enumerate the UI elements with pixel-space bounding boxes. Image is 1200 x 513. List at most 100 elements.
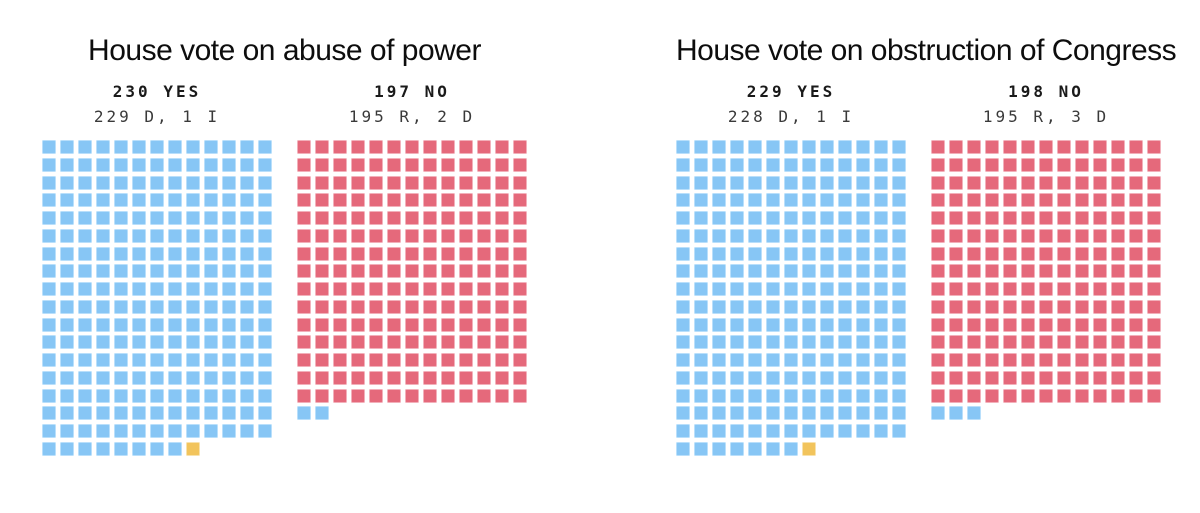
vote-square-democrat — [820, 299, 834, 314]
vote-square-democrat — [784, 175, 798, 190]
vote-square-democrat — [240, 299, 254, 314]
vote-square-democrat — [802, 370, 816, 385]
vote-square-democrat — [694, 406, 708, 421]
vote-square-democrat — [802, 353, 816, 367]
vote-square-republican — [297, 388, 311, 403]
vote-square-republican — [967, 388, 981, 403]
vote-square-democrat — [784, 246, 798, 261]
vote-square-democrat — [114, 388, 128, 403]
vote-square-democrat — [784, 228, 798, 243]
vote-square-republican — [387, 282, 401, 296]
vote-square-republican — [1129, 317, 1143, 332]
vote-square-democrat — [892, 193, 906, 208]
vote-square-democrat — [114, 193, 128, 208]
vote-square-democrat — [204, 157, 218, 172]
vote-square-democrat — [60, 157, 74, 172]
vote-square-democrat — [802, 282, 816, 296]
vote-groups: 229 YES 228 D, 1 I 198 NO 195 R, 3 D — [676, 84, 1161, 456]
vote-square-democrat — [766, 282, 780, 296]
vote-square-democrat — [676, 157, 690, 172]
vote-square-republican — [333, 157, 347, 172]
vote-square-republican — [387, 388, 401, 403]
vote-square-democrat — [838, 370, 852, 385]
vote-square-republican — [1021, 193, 1035, 208]
vote-square-republican — [315, 282, 329, 296]
vote-square-democrat — [240, 353, 254, 367]
vote-square-republican — [459, 157, 473, 172]
vote-square-democrat — [802, 388, 816, 403]
chart-title: House vote on abuse of power — [88, 34, 481, 67]
vote-square-democrat — [60, 299, 74, 314]
vote-square-democrat — [222, 175, 236, 190]
vote-square-republican — [1003, 157, 1017, 172]
vote-square-democrat — [856, 140, 870, 154]
vote-square-republican — [1147, 157, 1161, 172]
vote-square-republican — [931, 140, 945, 154]
yes-party-breakdown-label: 229 D, 1 I — [93, 107, 221, 126]
vote-square-republican — [459, 388, 473, 403]
vote-square-republican — [405, 370, 419, 385]
vote-square-republican — [297, 282, 311, 296]
vote-square-democrat — [42, 246, 56, 261]
vote-square-republican — [387, 317, 401, 332]
vote-square-republican — [423, 370, 437, 385]
vote-square-democrat — [96, 193, 110, 208]
vote-square-democrat — [676, 335, 690, 350]
vote-square-republican — [315, 175, 329, 190]
vote-square-democrat — [676, 140, 690, 154]
vote-square-democrat — [712, 157, 726, 172]
vote-square-democrat — [838, 140, 852, 154]
vote-square-republican — [1093, 175, 1107, 190]
vote-square-democrat — [802, 157, 816, 172]
vote-square-democrat — [258, 193, 272, 208]
vote-square-democrat — [676, 282, 690, 296]
vote-square-republican — [405, 317, 419, 332]
vote-square-republican — [297, 335, 311, 350]
vote-square-democrat — [204, 406, 218, 421]
vote-square-democrat — [748, 406, 762, 421]
vote-square-democrat — [114, 335, 128, 350]
vote-square-republican — [351, 317, 365, 332]
vote-square-republican — [1003, 282, 1017, 296]
vote-square-republican — [333, 282, 347, 296]
vote-square-democrat — [730, 299, 744, 314]
vote-square-republican — [477, 175, 491, 190]
vote-square-republican — [1003, 140, 1017, 154]
vote-square-republican — [1039, 335, 1053, 350]
vote-square-republican — [477, 282, 491, 296]
vote-square-democrat — [820, 140, 834, 154]
vote-square-democrat — [694, 246, 708, 261]
vote-square-republican — [441, 228, 455, 243]
vote-square-democrat — [78, 370, 92, 385]
vote-square-republican — [477, 388, 491, 403]
vote-square-republican — [405, 193, 419, 208]
vote-square-democrat — [820, 424, 834, 438]
vote-square-republican — [315, 157, 329, 172]
vote-square-democrat — [222, 140, 236, 154]
vote-square-republican — [369, 246, 383, 261]
vote-square-democrat — [186, 246, 200, 261]
vote-square-republican — [1147, 299, 1161, 314]
vote-square-democrat — [222, 228, 236, 243]
vote-square-democrat — [838, 175, 852, 190]
vote-square-republican — [1003, 335, 1017, 350]
vote-square-republican — [985, 193, 999, 208]
vote-square-republican — [1003, 317, 1017, 332]
vote-square-republican — [315, 228, 329, 243]
vote-square-republican — [351, 370, 365, 385]
vote-square-republican — [495, 335, 509, 350]
vote-square-democrat — [186, 175, 200, 190]
vote-square-republican — [931, 299, 945, 314]
vote-square-democrat — [168, 193, 182, 208]
vote-square-republican — [967, 264, 981, 279]
vote-square-republican — [1075, 175, 1089, 190]
vote-square-republican — [387, 246, 401, 261]
vote-square-republican — [931, 175, 945, 190]
vote-square-republican — [1111, 264, 1125, 279]
vote-square-republican — [1057, 388, 1071, 403]
vote-square-republican — [1075, 353, 1089, 367]
vote-square-democrat — [78, 193, 92, 208]
vote-square-republican — [351, 299, 365, 314]
vote-square-republican — [459, 370, 473, 385]
vote-square-democrat — [676, 246, 690, 261]
